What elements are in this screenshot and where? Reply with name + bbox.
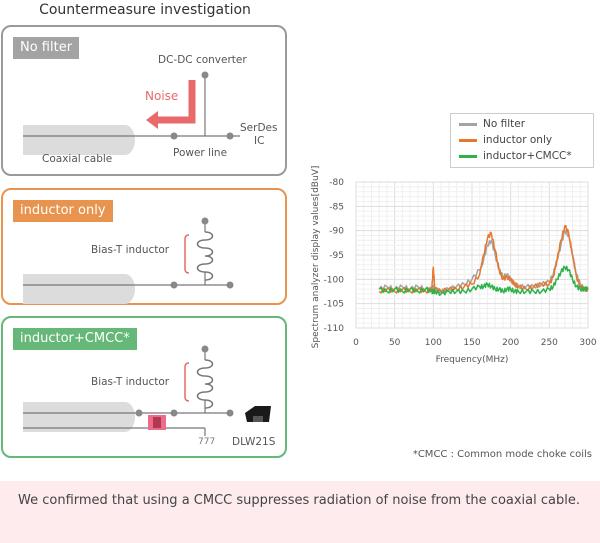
x-tick-label: 250 [541, 338, 558, 348]
legend-swatch [459, 138, 477, 142]
legend-swatch [459, 154, 477, 158]
x-tick-label: 100 [425, 338, 442, 348]
inductor-coil-icon [196, 231, 214, 281]
dcdc-node [201, 71, 209, 79]
tag-no-filter: No filter [13, 37, 80, 59]
dcdc-label: DC-DC converter [158, 54, 247, 66]
power-line-label: Power line [173, 147, 228, 159]
bias-t-label: Bias-T inductor [91, 244, 170, 256]
chart-grid [355, 181, 589, 329]
y-tick-label: -95 [329, 251, 344, 261]
chart-svg: -80 -85 -90 -95 -100 -105 -110 0 50 100 150 200 250… [311, 166, 597, 365]
conclusion-text: We confirmed that using a CMCC suppresse… [18, 493, 580, 508]
x-tick-labels: 0 50 100 150 200 250 300 [353, 338, 597, 348]
legend-label: No filter [483, 118, 526, 130]
coaxial-cable-shape [23, 125, 135, 155]
noise-arrowhead [146, 111, 158, 129]
spectrum-chart: -80 -85 -90 -95 -100 -105 -110 0 50 100 150 200 250… [300, 100, 600, 380]
x-axis-label: Frequency(MHz) [436, 355, 509, 365]
tag-inductor-cmcc: inductor+CMCC* [13, 328, 137, 350]
x-tick-label: 50 [389, 338, 401, 348]
ic-label: IC [254, 135, 265, 147]
chart-legend: No filter inductor only inductor+CMCC* [450, 113, 594, 168]
x-tick-label: 0 [353, 338, 359, 348]
y-axis-label: Spectrum analyzer display values[dBuV] [311, 166, 321, 349]
legend-label: inductor+CMCC* [483, 150, 572, 162]
legend-item-no-filter: No filter [459, 118, 525, 130]
chart-series [378, 224, 589, 297]
legend-item-inductor-only: inductor only [459, 134, 552, 146]
x-tick-label: 150 [463, 338, 480, 348]
series-line-2 [378, 265, 589, 297]
coaxial-cable-shape [23, 402, 135, 432]
x-tick-label: 300 [579, 338, 596, 348]
dlw21s-label: DLW21S [232, 436, 276, 448]
y-tick-label: -105 [324, 300, 344, 310]
conclusion-box: We confirmed that using a CMCC suppresse… [0, 481, 600, 543]
y-tick-label: -80 [329, 178, 344, 188]
panel-no-filter: No filter DC-DC converter Noise SerDes I… [1, 25, 287, 176]
legend-item-inductor-cmcc: inductor+CMCC* [459, 150, 572, 162]
bracket-icon [184, 362, 190, 402]
dlw21s-chip-icon [245, 406, 271, 422]
coaxial-cable-shape [23, 274, 135, 304]
panel-inductor-cmcc: 777 inductor+CMCC* Bias-T inductor DLW21… [1, 316, 287, 458]
noise-arrow [155, 80, 196, 124]
serdes-label: SerDes [240, 122, 278, 134]
y-tick-label: -110 [324, 324, 345, 334]
legend-swatch [459, 122, 477, 126]
coax-label: Coaxial cable [42, 153, 113, 165]
legend-label: inductor only [483, 134, 553, 146]
noise-label: Noise [145, 89, 179, 103]
footnote: *CMCC : Common mode choke coils [412, 449, 592, 460]
ground-icon: 777 [198, 437, 215, 447]
tag-inductor-only: inductor only [13, 200, 113, 222]
no-filter-diagram [23, 71, 240, 155]
panel-inductor-only: inductor only Bias-T inductor [1, 188, 287, 305]
bracket-icon [184, 234, 190, 274]
series-line-1 [378, 224, 589, 294]
inductor-coil-icon [196, 359, 214, 409]
inductor-only-diagram [23, 217, 234, 304]
inductor-cmcc-diagram: 777 [23, 345, 271, 447]
y-tick-labels: -80 -85 -90 -95 -100 -105 -110 [324, 178, 345, 334]
bias-t-label: Bias-T inductor [91, 376, 170, 388]
y-tick-label: -90 [329, 227, 344, 237]
x-tick-label: 200 [502, 338, 519, 348]
y-tick-label: -85 [329, 202, 344, 212]
serdes-node [226, 132, 234, 140]
junction-node [170, 132, 178, 140]
section-title: Countermeasure investigation [39, 2, 251, 18]
y-tick-label: -100 [324, 275, 345, 285]
